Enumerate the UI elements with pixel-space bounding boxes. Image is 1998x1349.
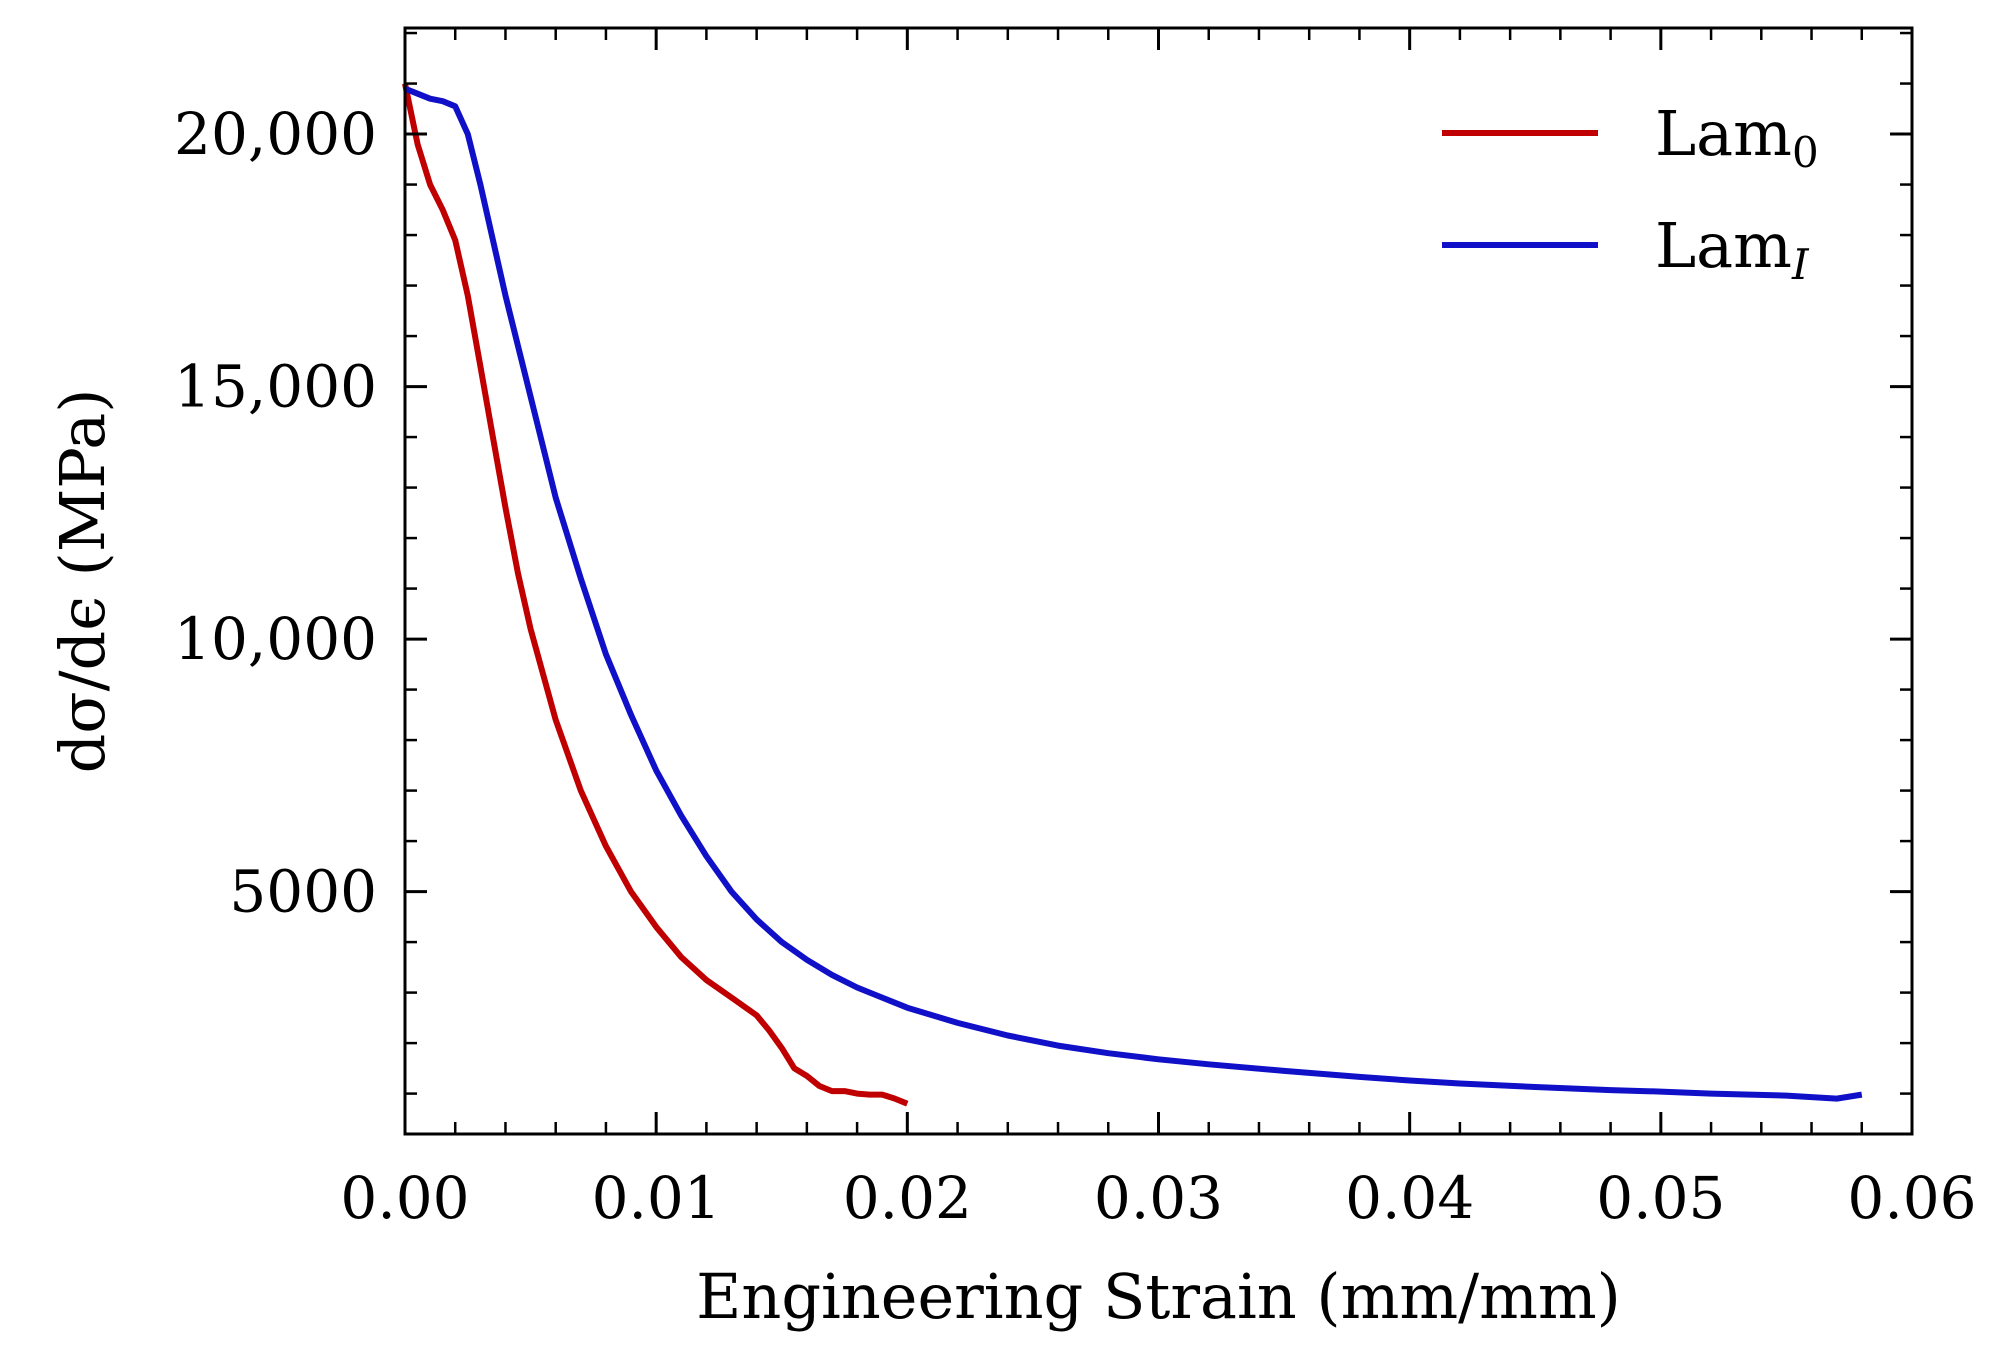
legend-label-subscript: 0 [1792,128,1819,177]
series-line-1 [403,85,1863,1102]
x-tick-label: 0.06 [1847,1164,1976,1232]
y-tick-label: 5000 [229,858,377,926]
legend-label-1: LamI [1655,209,1810,289]
series-layer [402,82,1863,1107]
series-line-0 [402,82,909,1107]
x-tick-label: 0.01 [592,1164,721,1232]
x-tick-labels: 0.00 0.01 0.02 0.03 0.04 0.05 0.06 [340,1164,1976,1232]
x-tick-label: 0.03 [1094,1164,1223,1232]
y-tick-label: 10,000 [174,605,377,673]
x-axis-label: Engineering Strain (mm/mm) [696,1260,1621,1333]
y-tick-labels: 5000 10,000 15,000 20,000 [174,100,377,926]
legend-label-text: Lam [1655,209,1792,282]
tick-layer [403,28,1914,1134]
x-tick-label: 0.00 [340,1164,469,1232]
legend-label-text: Lam [1655,97,1792,170]
legend-label-0: Lam0 [1655,97,1819,177]
x-tick-label: 0.05 [1596,1164,1725,1232]
y-tick-label: 20,000 [174,100,377,168]
x-tick-label: 0.02 [843,1164,972,1232]
x-tick-label: 0.04 [1345,1164,1474,1232]
y-axis-label: dσ/dϵ (MPa) [46,389,119,774]
plot-area-frame [403,26,1914,1136]
y-tick-label: 15,000 [174,353,377,421]
legend-label-subscript: I [1791,240,1810,289]
